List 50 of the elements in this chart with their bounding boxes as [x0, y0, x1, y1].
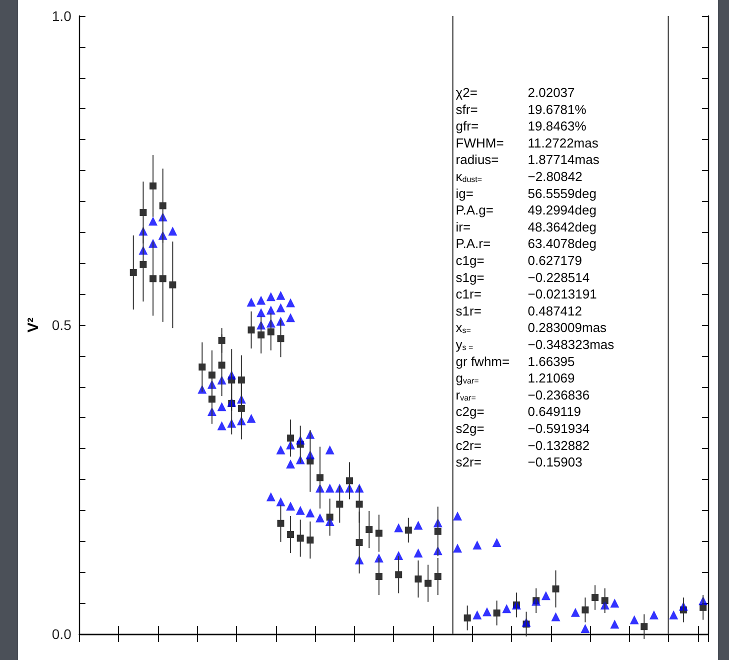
annotation: 0.487412: [528, 303, 582, 318]
annotation: ig=: [456, 186, 474, 201]
annotation: xs=: [456, 320, 472, 336]
annotation: 1.87714mas: [528, 152, 600, 168]
annotation: 0.627179: [528, 253, 582, 268]
annotation: gvar=: [456, 370, 480, 386]
annotation: s2g=: [456, 421, 484, 436]
annotation: c1g=: [456, 253, 484, 268]
annotation: −2.80842: [528, 169, 582, 184]
annotation: 1.66395: [528, 354, 575, 369]
annotation: gr fwhm=: [456, 354, 510, 369]
annotation: 2.02037: [528, 85, 575, 100]
annotation: 56.5559deg: [528, 186, 596, 201]
y-tick-label: 1.0: [52, 8, 72, 24]
annotation: c2g=: [456, 404, 484, 420]
annotation: radius=: [456, 152, 499, 168]
annotation: 19.6781%: [528, 102, 587, 117]
annotation: P.A.g=: [456, 202, 494, 218]
annotation: −0.132882: [528, 438, 590, 453]
annotation: P.A.r=: [456, 236, 491, 252]
annotation: −0.236836: [528, 387, 590, 402]
y-tick-label: 0.5: [52, 317, 72, 333]
annotation: 49.2994deg: [528, 202, 596, 218]
annotation: c1r=: [456, 286, 482, 302]
annotation: sfr=: [456, 102, 478, 117]
annotation: −0.591934: [528, 421, 590, 436]
annotation: 63.4078deg: [528, 236, 596, 252]
annotation: ys =: [456, 337, 474, 352]
annotation: −0.15903: [528, 454, 582, 470]
y-axis-title: V²: [25, 317, 42, 332]
annotation: ir=: [456, 219, 471, 234]
annotation: s1g=: [456, 270, 484, 285]
annotation: 1.21069: [528, 370, 575, 386]
annotation: rvar=: [456, 387, 476, 402]
annotation: χ2=: [456, 85, 478, 100]
annotation: 0.283009mas: [528, 320, 608, 336]
annotation: 11.2722mas: [528, 135, 599, 150]
annotation: 0.649119: [528, 404, 582, 420]
annotation: 19.8463%: [528, 118, 587, 134]
annotation: 48.3642deg: [528, 219, 596, 234]
annotation: κdust=: [456, 169, 482, 184]
annotation: c2r=: [456, 438, 482, 453]
annotation: s2r=: [456, 454, 482, 470]
annotation: −0.348323mas: [528, 337, 615, 352]
annotation: gfr=: [456, 118, 479, 134]
annotation: −0.0213191: [528, 286, 597, 302]
y-tick-label: 0.0: [52, 626, 72, 642]
annotation: −0.228514: [528, 270, 590, 285]
annotation: s1r=: [456, 303, 482, 318]
annotation: FWHM=: [456, 135, 504, 150]
